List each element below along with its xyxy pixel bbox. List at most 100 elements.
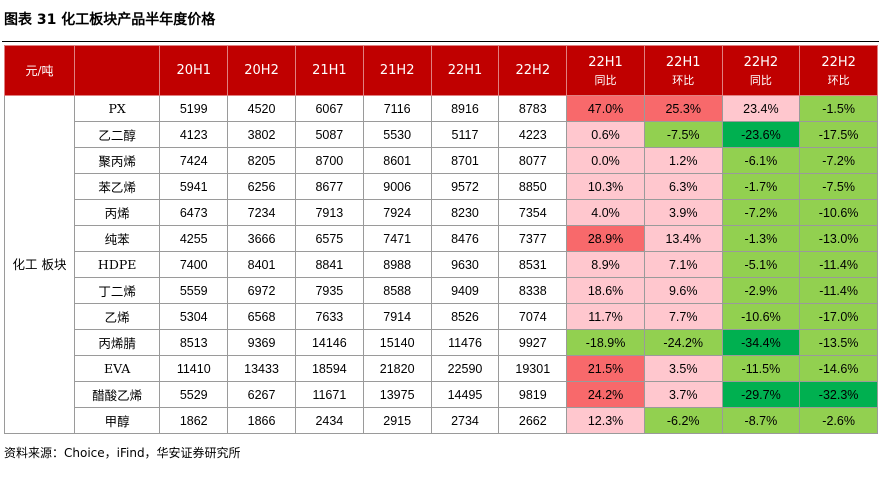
col-header: 21H2 bbox=[362, 45, 432, 96]
change-cell: 12.3% bbox=[566, 407, 645, 434]
product-name-cell: EVA bbox=[73, 355, 161, 382]
table-row: 聚丙烯 7424 8205 8700 8601 8701 8077 0.0% 1.2% -6.1%… bbox=[5, 147, 878, 174]
price-cell: 7116 bbox=[362, 95, 432, 122]
product-name-cell: 丙烯 bbox=[73, 199, 161, 226]
price-table: 元/吨 20H1 20H2 21H1 21H2 22H1 22H2 22H1 同比… bbox=[4, 45, 878, 434]
price-cell: 3802 bbox=[227, 121, 296, 148]
col-header-period: 22H2 bbox=[515, 63, 551, 78]
change-cell: 3.7% bbox=[643, 381, 723, 408]
change-cell: 8.9% bbox=[566, 251, 645, 278]
price-cell: 9409 bbox=[430, 277, 500, 304]
price-cell: 11410 bbox=[159, 355, 229, 382]
price-cell: 6473 bbox=[159, 199, 229, 226]
price-cell: 11671 bbox=[294, 381, 364, 408]
unit-header: 元/吨 bbox=[4, 45, 75, 96]
price-cell: 7234 bbox=[227, 199, 296, 226]
change-cell: 25.3% bbox=[643, 95, 723, 122]
change-cell: -17.5% bbox=[799, 121, 878, 148]
change-cell: -7.5% bbox=[799, 173, 878, 200]
price-cell: 13433 bbox=[227, 355, 296, 382]
price-cell: 8841 bbox=[294, 251, 364, 278]
price-cell: 4520 bbox=[227, 95, 296, 122]
price-cell: 2434 bbox=[294, 407, 364, 434]
col-header-period: 20H1 bbox=[176, 63, 212, 78]
change-cell: 13.4% bbox=[643, 225, 723, 252]
price-cell: 7924 bbox=[362, 199, 432, 226]
product-header bbox=[73, 45, 161, 96]
price-cell: 7914 bbox=[362, 303, 432, 330]
price-cell: 8401 bbox=[227, 251, 296, 278]
price-cell: 4123 bbox=[159, 121, 229, 148]
price-cell: 5530 bbox=[362, 121, 432, 148]
change-cell: -10.6% bbox=[799, 199, 878, 226]
price-cell: 15140 bbox=[362, 329, 432, 356]
col-header-metric: 同比 bbox=[749, 73, 772, 87]
change-cell: -13.0% bbox=[799, 225, 878, 252]
price-cell: 4255 bbox=[159, 225, 229, 252]
product-name-cell: 纯苯 bbox=[73, 225, 161, 252]
col-header-period: 22H1 bbox=[588, 54, 623, 70]
price-cell: 8588 bbox=[362, 277, 432, 304]
change-cell: 7.7% bbox=[643, 303, 723, 330]
price-cell: 21820 bbox=[362, 355, 432, 382]
change-cell: -2.9% bbox=[721, 277, 801, 304]
price-cell: 9819 bbox=[498, 381, 568, 408]
title-divider bbox=[2, 41, 879, 42]
change-cell: -14.6% bbox=[799, 355, 878, 382]
change-cell: 10.3% bbox=[566, 173, 645, 200]
col-header-period: 22H1 bbox=[447, 63, 483, 78]
col-header: 20H1 bbox=[159, 45, 229, 96]
price-cell: 14495 bbox=[430, 381, 500, 408]
price-cell: 6067 bbox=[294, 95, 364, 122]
product-name-cell: 丙烯腈 bbox=[73, 329, 161, 356]
product-name-cell: 甲醇 bbox=[73, 407, 161, 434]
table-row: 甲醇 1862 1866 2434 2915 2734 2662 12.3% -6.2% -8.7… bbox=[5, 407, 878, 434]
col-header-period: 22H2 bbox=[821, 54, 856, 70]
price-cell: 22590 bbox=[430, 355, 500, 382]
price-cell: 6256 bbox=[227, 173, 296, 200]
change-cell: 0.6% bbox=[566, 121, 645, 148]
change-cell: -1.3% bbox=[721, 225, 801, 252]
col-header: 20H2 bbox=[227, 45, 296, 96]
price-cell: 6575 bbox=[294, 225, 364, 252]
change-cell: -11.4% bbox=[799, 277, 878, 304]
price-cell: 14146 bbox=[294, 329, 364, 356]
price-cell: 8601 bbox=[362, 147, 432, 174]
price-cell: 3666 bbox=[227, 225, 296, 252]
price-cell: 9572 bbox=[430, 173, 500, 200]
change-cell: -18.9% bbox=[566, 329, 645, 356]
change-cell: -7.2% bbox=[721, 199, 801, 226]
change-cell: 7.1% bbox=[643, 251, 723, 278]
price-cell: 8850 bbox=[498, 173, 568, 200]
price-cell: 7354 bbox=[498, 199, 568, 226]
source-note: 资料来源：Choice，iFind，华安证券研究所 bbox=[4, 446, 241, 460]
figure-title: 图表 31 化工板块产品半年度价格 bbox=[4, 12, 216, 28]
col-header: 22H1 同比 bbox=[566, 45, 645, 96]
col-header: 21H1 bbox=[294, 45, 364, 96]
col-header: 22H1 bbox=[430, 45, 500, 96]
price-cell: 5529 bbox=[159, 381, 229, 408]
table-row: 纯苯 4255 3666 6575 7471 8476 7377 28.9% 13.4% -1.3… bbox=[5, 225, 878, 252]
change-cell: -6.2% bbox=[643, 407, 723, 434]
price-cell: 4223 bbox=[498, 121, 568, 148]
change-cell: 47.0% bbox=[566, 95, 645, 122]
price-cell: 8077 bbox=[498, 147, 568, 174]
product-name-cell: 乙二醇 bbox=[73, 121, 161, 148]
change-cell: 6.3% bbox=[643, 173, 723, 200]
change-cell: 3.5% bbox=[643, 355, 723, 382]
col-header: 22H2 bbox=[498, 45, 568, 96]
price-cell: 1862 bbox=[159, 407, 229, 434]
price-cell: 5941 bbox=[159, 173, 229, 200]
table-row: EVA 11410 13433 18594 21820 22590 19301 21.5% 3.… bbox=[5, 355, 878, 382]
product-name-cell: 苯乙烯 bbox=[73, 173, 161, 200]
col-header-metric: 同比 bbox=[594, 73, 617, 87]
change-cell: -8.7% bbox=[721, 407, 801, 434]
col-header-period: 21H1 bbox=[312, 63, 347, 78]
price-cell: 2662 bbox=[498, 407, 568, 434]
product-name-cell: 乙烯 bbox=[73, 303, 161, 330]
price-cell: 8476 bbox=[430, 225, 500, 252]
price-cell: 19301 bbox=[498, 355, 568, 382]
category-cell: 化工 板块 bbox=[4, 95, 75, 434]
price-cell: 8916 bbox=[430, 95, 500, 122]
price-cell: 5559 bbox=[159, 277, 229, 304]
